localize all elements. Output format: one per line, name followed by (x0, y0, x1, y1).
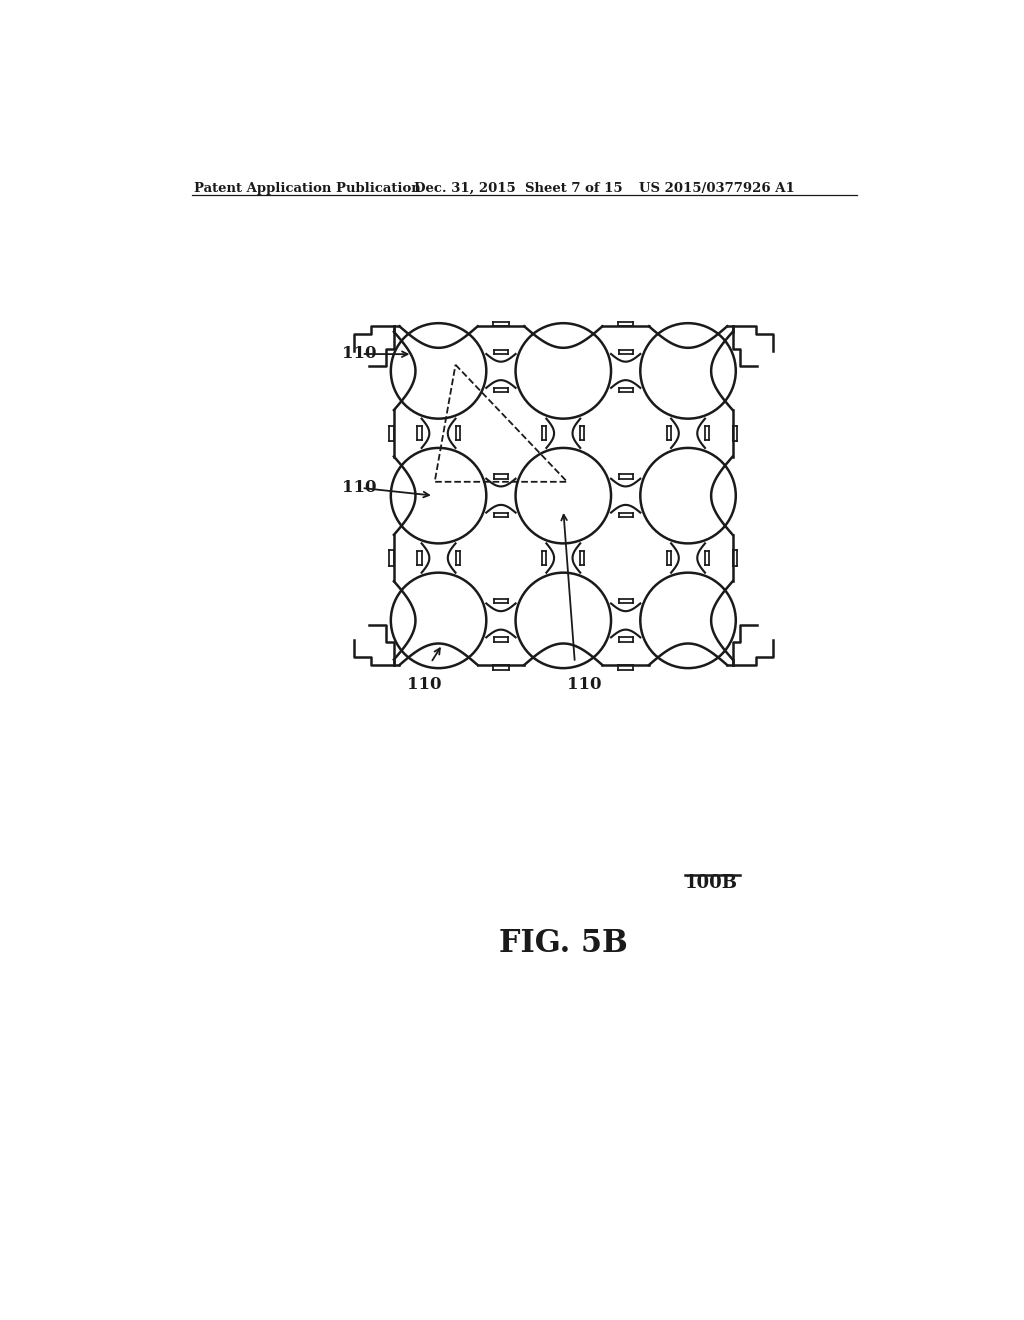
Text: 110: 110 (567, 676, 601, 693)
Text: 110: 110 (342, 479, 377, 496)
Text: FIG. 5B: FIG. 5B (499, 928, 628, 960)
Text: Dec. 31, 2015  Sheet 7 of 15: Dec. 31, 2015 Sheet 7 of 15 (414, 182, 623, 194)
Text: 110: 110 (342, 346, 377, 363)
Text: 100B: 100B (685, 875, 738, 892)
Text: 110: 110 (408, 676, 442, 693)
Text: Patent Application Publication: Patent Application Publication (194, 182, 421, 194)
Text: US 2015/0377926 A1: US 2015/0377926 A1 (639, 182, 795, 194)
